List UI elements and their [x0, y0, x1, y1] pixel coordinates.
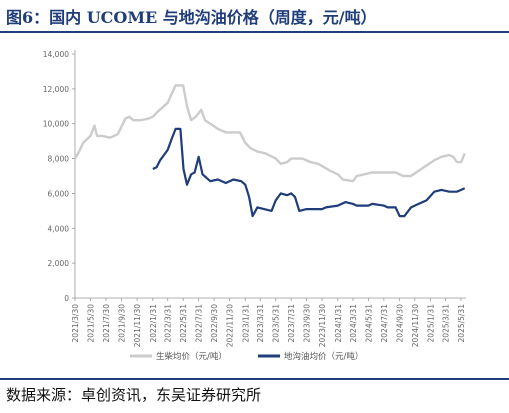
legend-label: 生柴均价（元/吨） — [156, 351, 227, 362]
x-tick-label: 2024/5/31 — [364, 304, 373, 343]
axis-layer: 0 2,000 4,000 6,000 8,000 10,000 12,000 14,000 2… — [43, 50, 466, 347]
x-tick-label: 2024/7/31 — [380, 304, 389, 343]
x-tick-label: 2024/1/31 — [334, 304, 343, 343]
x-tick-label: 2022/5/31 — [179, 304, 188, 343]
series-layer — [73, 84, 466, 218]
x-tick-label: 2023/11/30 — [318, 304, 327, 347]
y-tick-label: 2,000 — [48, 259, 70, 268]
data-source: 数据来源：卓创资讯，东吴证券研究所 — [6, 386, 262, 404]
title-rule — [0, 31, 509, 33]
x-tick-label: 2021/5/30 — [86, 304, 95, 343]
x-tick-label: 2025/1/31 — [427, 304, 436, 343]
y-tick-label: 12,000 — [43, 85, 69, 94]
x-tick-label: 2022/3/31 — [164, 304, 173, 343]
x-tick-label: 2022/9/30 — [210, 304, 219, 343]
series-line-waste-oil — [152, 127, 466, 218]
line-chart: 0 2,000 4,000 6,000 8,000 10,000 12,000 14,000 2… — [43, 50, 466, 362]
x-tick-label: 2021/9/30 — [118, 304, 127, 343]
x-tick-label: 2022/1/31 — [149, 304, 158, 343]
x-tick-label: 2023/3/31 — [256, 304, 265, 343]
series-line-biodiesel — [73, 84, 466, 183]
x-tick-label: 2021/11/30 — [133, 304, 142, 347]
y-tick-label: 4,000 — [48, 224, 70, 233]
x-tick-label: 2023/5/31 — [272, 304, 281, 343]
x-tick-label: 2023/1/31 — [241, 304, 250, 343]
x-tick-label: 2025/5/31 — [457, 304, 466, 343]
x-tick-label: 2023/7/31 — [287, 304, 296, 343]
x-tick-label: 2021/3/30 — [71, 304, 80, 343]
x-tick-label: 2024/9/30 — [395, 304, 404, 343]
x-tick-label: 2021/7/30 — [102, 304, 111, 343]
y-tick-label: 0 — [64, 294, 69, 303]
y-tick-label: 8,000 — [48, 155, 70, 164]
x-tick-label: 2022/11/30 — [226, 304, 235, 347]
x-tick-label: 2022/7/31 — [195, 304, 204, 343]
y-tick-label: 6,000 — [48, 189, 70, 198]
y-tick-label: 10,000 — [43, 120, 69, 129]
legend-label: 地沟油均价（元/吨） — [284, 351, 363, 362]
y-tick-label: 14,000 — [43, 50, 69, 59]
x-tick-label: 2025/3/31 — [441, 304, 450, 343]
legend: 生柴均价（元/吨） 地沟油均价（元/吨） — [130, 351, 363, 362]
x-tick-label: 2023/9/30 — [303, 304, 312, 343]
chart-title: 图6：国内 UCOME 与地沟油价格（周度，元/吨） — [6, 8, 377, 27]
source-rule — [0, 378, 509, 380]
x-tick-label: 2024/11/30 — [411, 304, 420, 347]
x-tick-label: 2024/3/31 — [349, 304, 358, 343]
